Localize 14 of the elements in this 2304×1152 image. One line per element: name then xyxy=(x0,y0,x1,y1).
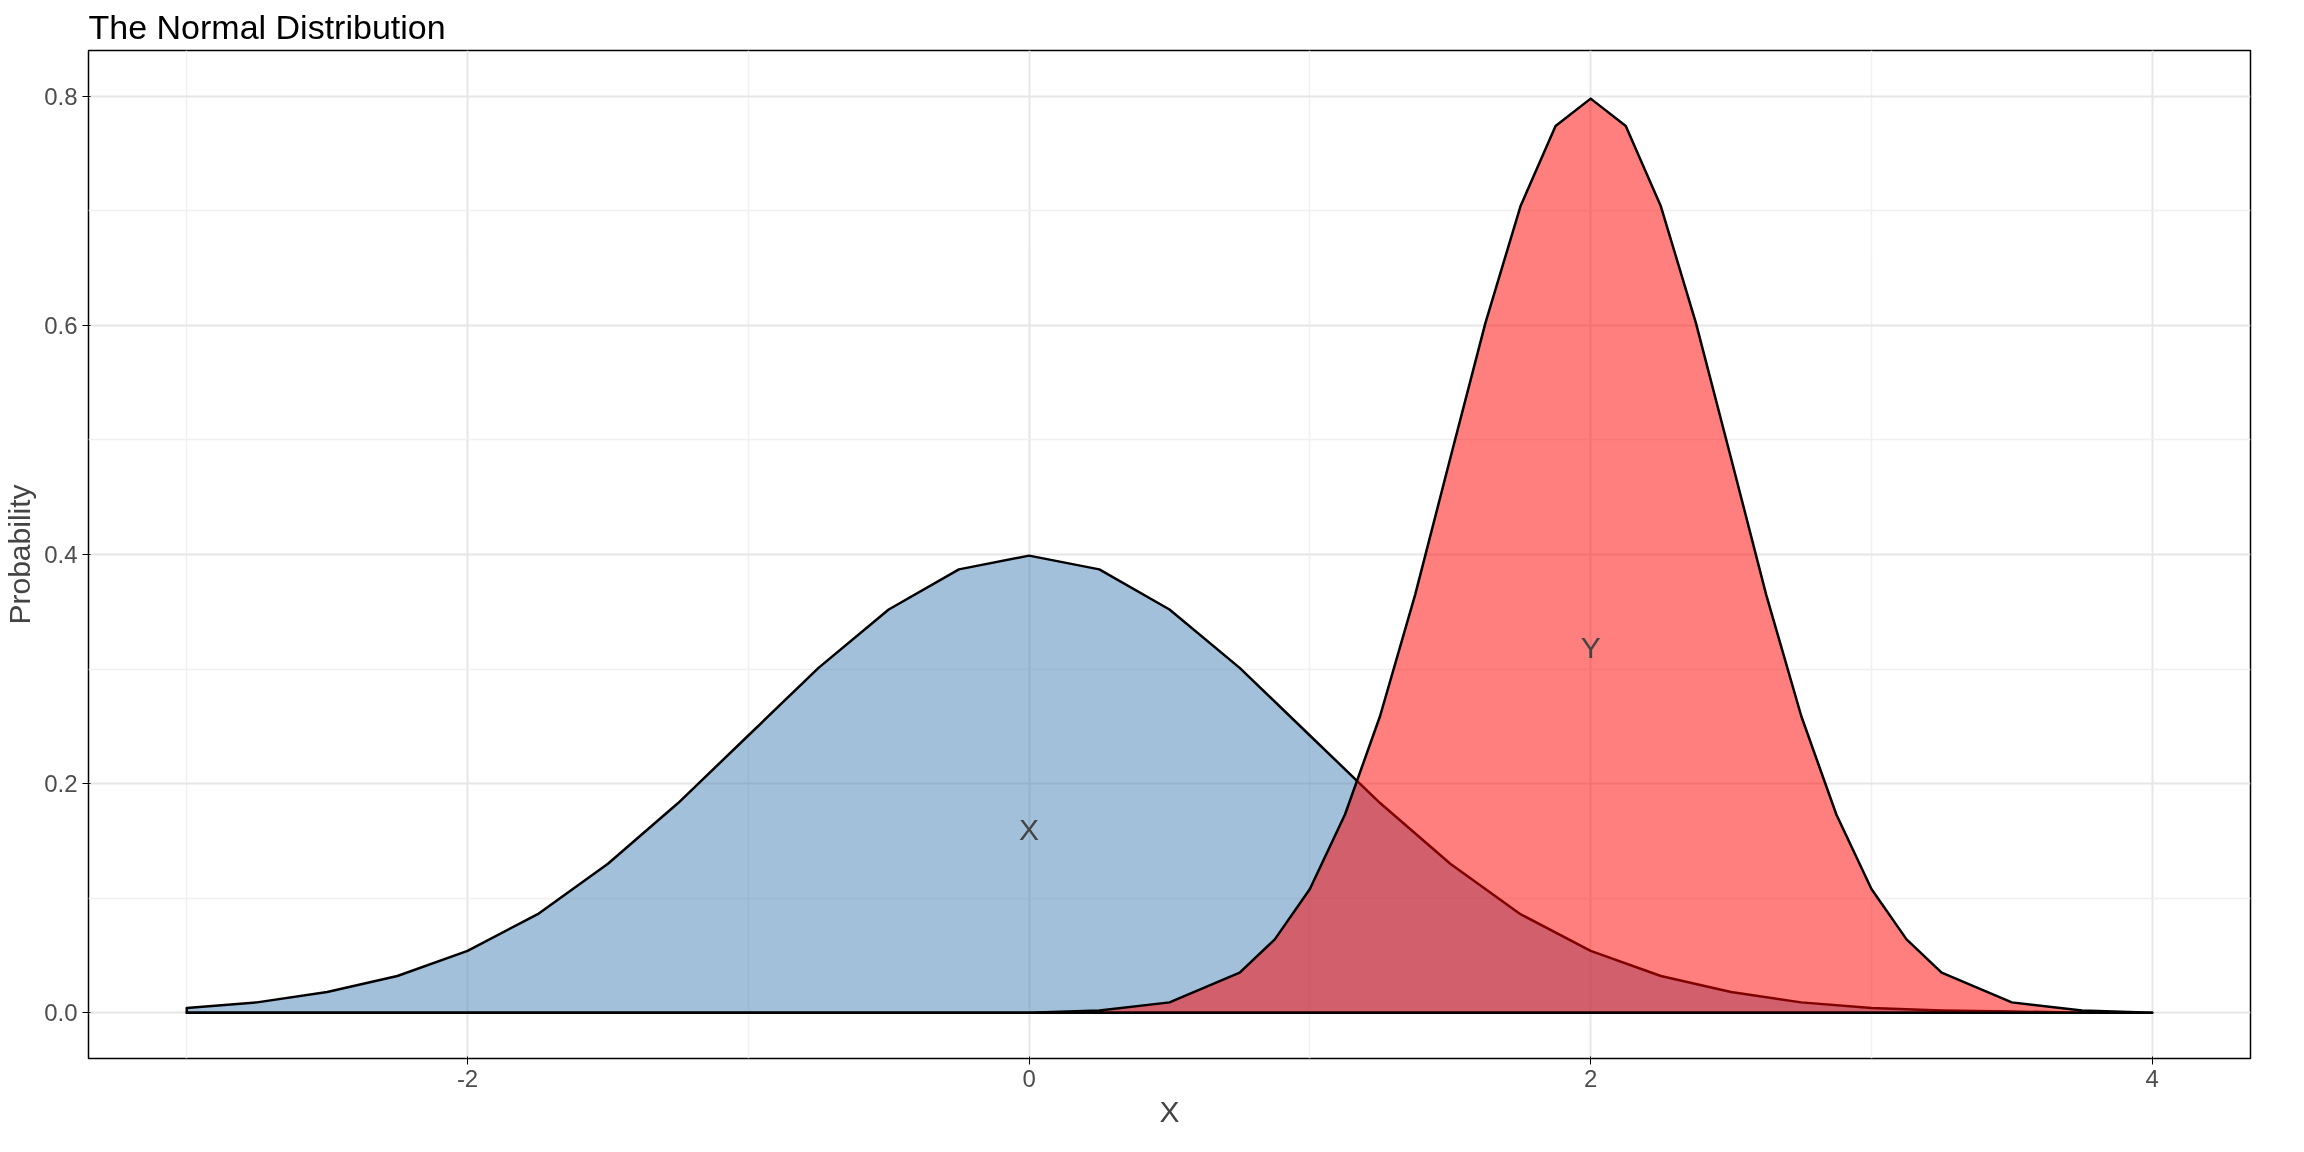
y-axis-title: Probability xyxy=(3,484,37,625)
series-label: Y xyxy=(1580,630,1601,664)
x-tick-label: 4 xyxy=(2145,1064,2159,1092)
y-tick-label: 0.0 xyxy=(44,999,78,1027)
x-tick-label: 0 xyxy=(1022,1064,1036,1092)
y-tick-label: 0.6 xyxy=(44,311,78,339)
y-tick-label: 0.4 xyxy=(44,541,78,568)
y-tick-label: 0.2 xyxy=(44,770,78,798)
chart-title: The Normal Distribution xyxy=(88,7,446,46)
y-tick-label: 0.8 xyxy=(44,82,78,110)
x-axis-title: X xyxy=(1159,1094,1180,1128)
x-tick-label: -2 xyxy=(456,1064,479,1092)
series-label: X xyxy=(1019,813,1040,847)
x-tick-label: 2 xyxy=(1583,1064,1598,1092)
